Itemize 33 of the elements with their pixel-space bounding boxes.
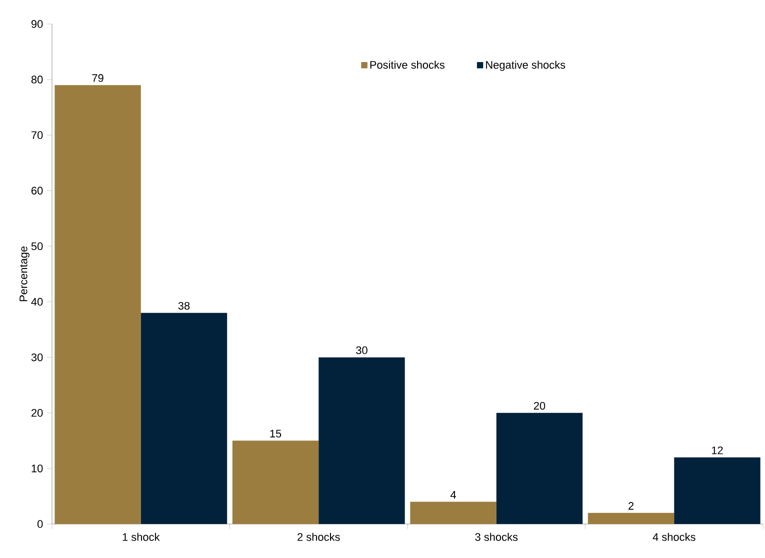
bar xyxy=(140,312,228,524)
data-label: 38 xyxy=(178,302,190,310)
bar xyxy=(588,512,674,524)
bar xyxy=(496,412,583,524)
y-tick-label: 20 xyxy=(32,409,43,417)
data-label: 15 xyxy=(270,430,282,438)
y-tick-label: 80 xyxy=(31,76,43,84)
y-tick-label: 30 xyxy=(31,353,43,362)
y-tick-label: 10 xyxy=(32,464,43,472)
y-tick-label: 60 xyxy=(32,186,43,195)
y-axis-title: Percentage xyxy=(20,246,30,302)
y-tick-label: 90 xyxy=(31,20,43,28)
data-label: 4 xyxy=(450,491,456,499)
data-label: 12 xyxy=(712,446,723,454)
data-label: 79 xyxy=(92,74,104,82)
data-label: 30 xyxy=(356,346,368,354)
data-label: 20 xyxy=(534,402,546,410)
y-tick-label: 0 xyxy=(37,520,43,528)
bar xyxy=(318,357,405,524)
x-tick-label: 2 shocks xyxy=(298,532,340,541)
y-tick-label: 50 xyxy=(31,242,43,250)
y-tick-label: 40 xyxy=(31,298,43,306)
legend-label: Positive shocks xyxy=(370,60,445,69)
y-tick-label: 70 xyxy=(32,131,43,139)
x-tick-label: 4 shocks xyxy=(652,532,696,541)
x-tick-label: 3 shocks xyxy=(475,532,518,541)
data-label: 2 xyxy=(628,502,634,510)
bar xyxy=(410,502,496,524)
bar xyxy=(54,85,141,524)
bar xyxy=(674,457,760,524)
legend-label: Negative shocks xyxy=(486,60,566,71)
x-tick-label: 1 shock xyxy=(122,532,160,541)
bar xyxy=(232,440,319,524)
